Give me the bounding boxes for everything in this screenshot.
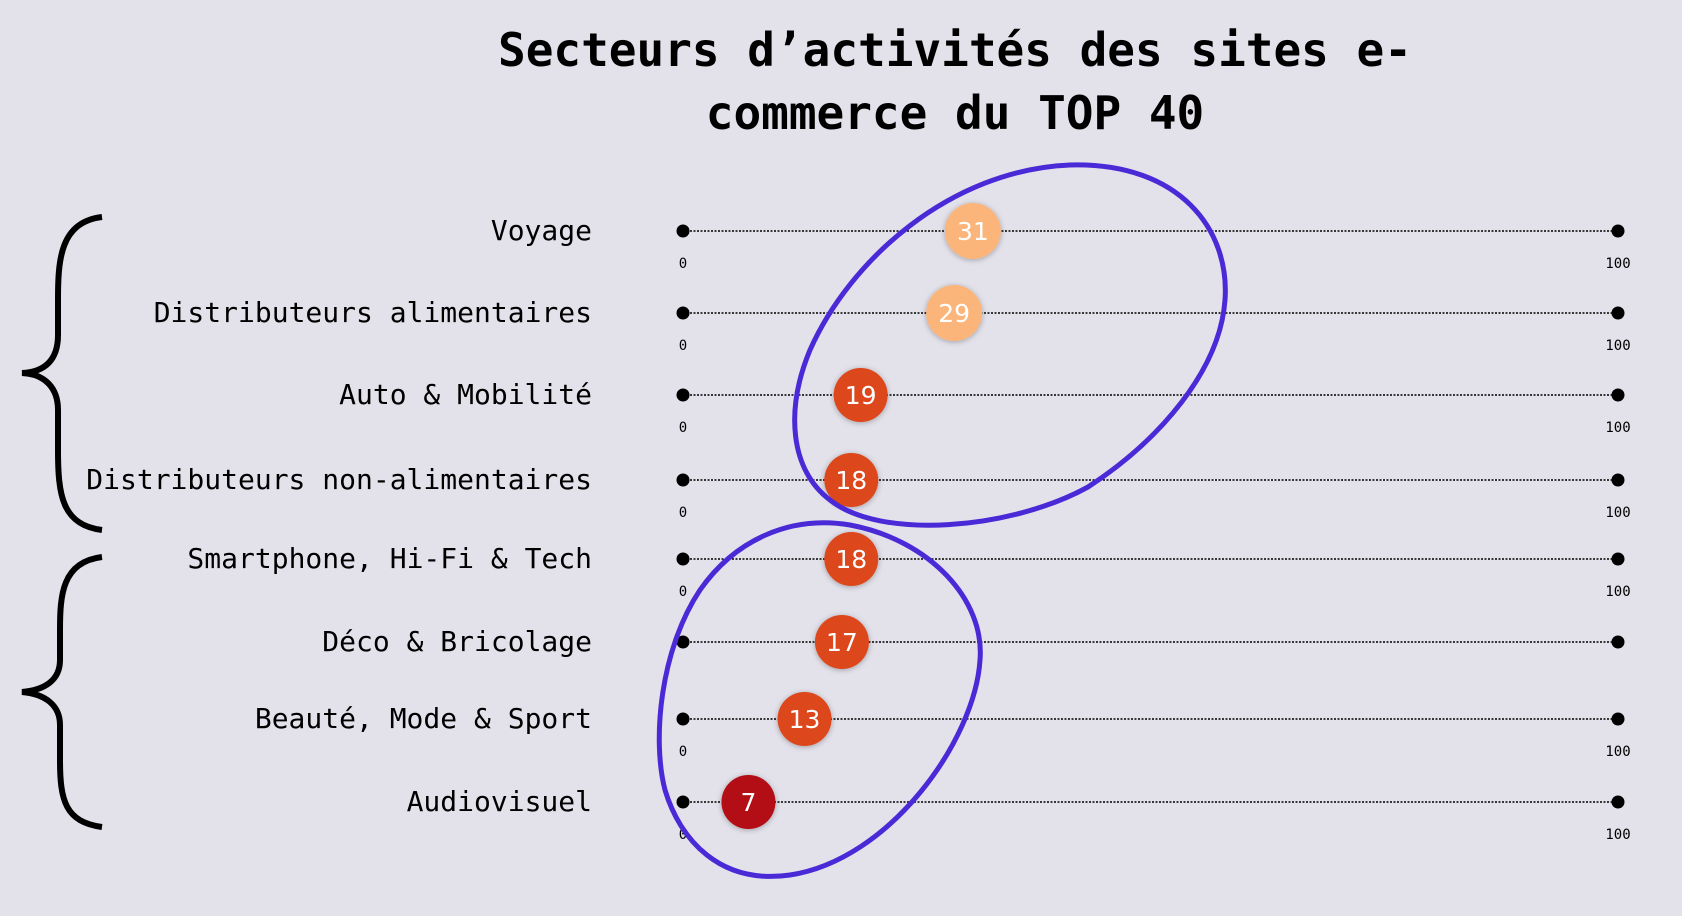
data-label: 17 <box>826 628 858 657</box>
tick-label-min: 0 <box>679 420 687 436</box>
axis-end-dot <box>1611 224 1625 238</box>
data-point <box>824 453 879 507</box>
data-label: 13 <box>789 705 821 734</box>
group-brace-1 <box>21 214 103 533</box>
tick-label-max: 100 <box>1605 827 1630 843</box>
data-point <box>944 203 1001 259</box>
tick-label-max: 100 <box>1605 420 1630 436</box>
axis-start-dot <box>676 306 690 320</box>
axis-end-dot <box>1611 635 1625 649</box>
tick-label-max: 100 <box>1605 505 1630 521</box>
data-point <box>926 285 983 341</box>
category-label: Beauté, Mode & Sport <box>255 702 592 735</box>
axis-start-dot <box>676 473 690 487</box>
category-label: Smartphone, Hi-Fi & Tech <box>187 542 592 575</box>
tick-label-min: 0 <box>679 584 687 600</box>
annotation-ellipse-upper <box>792 162 1228 528</box>
axis-start-dot <box>676 224 690 238</box>
axis-start-dot <box>676 552 690 566</box>
data-label: 29 <box>938 299 970 328</box>
data-point <box>814 615 869 669</box>
category-label: Audiovisuel <box>407 785 592 818</box>
tick-label-max: 100 <box>1605 338 1630 354</box>
axis-end-dot <box>1611 306 1625 320</box>
data-point <box>824 532 879 586</box>
chart-title-line-1: Secteurs d’activités des sites e- <box>498 23 1412 77</box>
tick-label-min: 0 <box>679 744 687 760</box>
chart-title-line-2: commerce du TOP 40 <box>706 86 1205 140</box>
group-brace-2 <box>21 554 103 830</box>
annotation-ellipse-lower <box>656 520 983 879</box>
tick-label-min: 0 <box>679 338 687 354</box>
data-label: 7 <box>740 788 756 817</box>
category-label: Déco & Bricolage <box>322 625 592 658</box>
category-label: Distributeurs non-alimentaires <box>86 463 592 496</box>
axis-end-dot <box>1611 712 1625 726</box>
axis-start-dot <box>676 795 690 809</box>
data-point <box>833 368 888 422</box>
axis-start-dot <box>676 712 690 726</box>
data-label: 18 <box>835 466 867 495</box>
data-point <box>777 692 832 746</box>
tick-label-max: 100 <box>1605 256 1630 272</box>
axis-end-dot <box>1611 552 1625 566</box>
tick-label-min: 0 <box>679 256 687 272</box>
axis-end-dot <box>1611 795 1625 809</box>
axis-end-dot <box>1611 473 1625 487</box>
data-point <box>721 775 776 829</box>
tick-label-min: 0 <box>679 827 687 843</box>
tick-label-max: 100 <box>1605 744 1630 760</box>
tick-label-max: 100 <box>1605 584 1630 600</box>
axis-end-dot <box>1611 388 1625 402</box>
data-label: 19 <box>845 381 877 410</box>
data-label: 31 <box>957 217 989 246</box>
category-label: Voyage <box>491 214 592 247</box>
axis-start-dot <box>676 388 690 402</box>
category-label: Distributeurs alimentaires <box>154 296 592 329</box>
axis-start-dot <box>676 635 690 649</box>
data-label: 18 <box>835 545 867 574</box>
category-label: Auto & Mobilité <box>339 378 592 411</box>
tick-label-min: 0 <box>679 505 687 521</box>
